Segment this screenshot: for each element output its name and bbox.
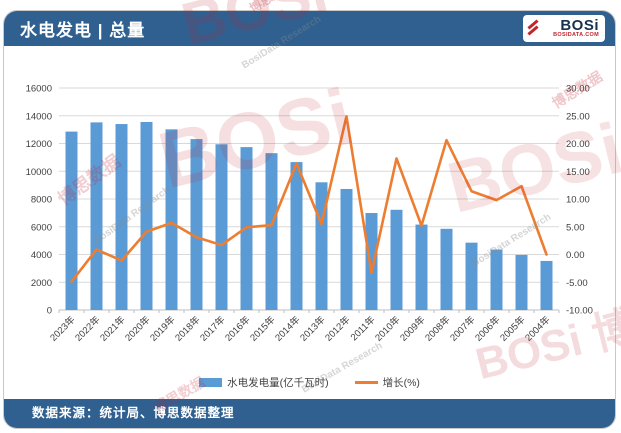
bar-2020年 (140, 121, 153, 310)
y-axis-right-label: 20.00 (566, 139, 590, 150)
x-axis-label: 2020年 (122, 313, 153, 344)
y-axis-right-label: 10.00 (566, 195, 590, 206)
x-axis-label: 2009年 (397, 313, 428, 344)
y-axis-left-label: 14000 (26, 111, 52, 122)
x-axis-label: 2023年 (47, 313, 78, 344)
footer-band: 数据来源：统计局、博思数据整理 (4, 399, 615, 428)
bar-2008年 (440, 228, 453, 310)
x-axis-label: 2010年 (372, 313, 403, 344)
x-axis-label: 2013年 (297, 313, 328, 344)
x-axis-label: 2019年 (147, 313, 178, 344)
x-axis-label: 2007年 (447, 313, 478, 344)
legend-line-label: 增长(%) (382, 377, 420, 389)
y-axis-right-label: -10.00 (566, 306, 593, 317)
y-axis-right-label: -5.00 (566, 278, 588, 289)
chart-canvas: 0 -10.00 2000 -5.00 4000 0.00 6000 5.00 8000 10.0… (26, 84, 593, 344)
bar-2010年 (390, 209, 403, 310)
x-axis-label: 2016年 (222, 313, 253, 344)
report-card: 水电发电 | 总量 BOSi BOSIDATA.COM 0 -10.00 2000 -… (3, 10, 616, 429)
x-axis-label: 2004年 (522, 313, 553, 344)
y-axis-left-label: 8000 (31, 195, 52, 206)
bosi-logo: BOSi BOSIDATA.COM (523, 15, 605, 42)
x-axis-label: 2006年 (472, 313, 503, 344)
x-axis-label: 2014年 (272, 313, 303, 344)
bar-2004年 (540, 260, 553, 310)
growth-line (70, 115, 548, 283)
y-axis-left-label: 12000 (26, 139, 52, 150)
page-title: 水电发电 | 总量 (20, 21, 146, 40)
x-axis-label: 2005年 (497, 313, 528, 344)
y-axis-right-label: 25.00 (566, 111, 590, 122)
bar-2019年 (165, 129, 178, 310)
logo-site-text: BOSIDATA.COM (553, 31, 599, 38)
legend-item-bars: 水电发电量(亿千瓦时) (199, 375, 329, 390)
legend: 水电发电量(亿千瓦时) 增长(%) (4, 373, 615, 399)
bar-2011年 (365, 213, 378, 310)
bar-2023年 (65, 131, 78, 310)
bar-2022年 (90, 122, 103, 310)
data-source-text: 数据来源：统计局、博思数据整理 (32, 406, 235, 420)
y-axis-right-label: 0.00 (566, 250, 585, 261)
bar-2007年 (465, 242, 478, 310)
y-axis-right-label: 5.00 (566, 222, 585, 233)
bar-2012年 (340, 188, 353, 310)
header-band: 水电发电 | 总量 BOSi BOSIDATA.COM (4, 11, 615, 46)
bar-2009年 (415, 224, 428, 310)
legend-item-line: 增长(%) (354, 375, 420, 390)
y-axis-left-label: 16000 (26, 84, 52, 95)
y-axis-left-label: 2000 (31, 278, 52, 289)
logo-stripes-icon (527, 19, 539, 36)
bar-2005年 (515, 254, 528, 310)
x-axis-label: 2018年 (172, 313, 203, 344)
legend-line-swatch (354, 381, 378, 384)
bar-2015年 (265, 153, 278, 310)
chart-area: 0 -10.00 2000 -5.00 4000 0.00 6000 5.00 8000 10.0… (4, 46, 615, 399)
x-axis-label: 2008年 (422, 313, 453, 344)
bar-2006年 (490, 249, 503, 310)
legend-bar-swatch (199, 378, 223, 387)
x-axis-label: 2021年 (97, 313, 128, 344)
y-axis-left-label: 6000 (31, 222, 52, 233)
x-axis-label: 2022年 (72, 313, 103, 344)
bar-2014年 (290, 162, 303, 310)
x-axis-label: 2012年 (322, 313, 353, 344)
y-axis-left-label: 4000 (31, 250, 52, 261)
bar-2017年 (215, 144, 228, 310)
y-axis-right-label: 30.00 (566, 84, 590, 95)
bar-2018年 (190, 139, 203, 310)
y-axis-right-label: 15.00 (566, 167, 590, 178)
x-axis-label: 2015年 (247, 313, 278, 344)
y-axis-left-label: 10000 (26, 167, 52, 178)
x-axis-label: 2011年 (348, 313, 378, 343)
bar-2021年 (115, 124, 128, 310)
legend-bar-label: 水电发电量(亿千瓦时) (227, 377, 329, 389)
chart-wrap: 0 -10.00 2000 -5.00 4000 0.00 6000 5.00 8000 10.0… (4, 46, 615, 373)
x-axis-label: 2017年 (197, 313, 228, 344)
logo-brand-text: BOSi (560, 16, 599, 34)
y-axis-left-label: 0 (47, 306, 52, 317)
